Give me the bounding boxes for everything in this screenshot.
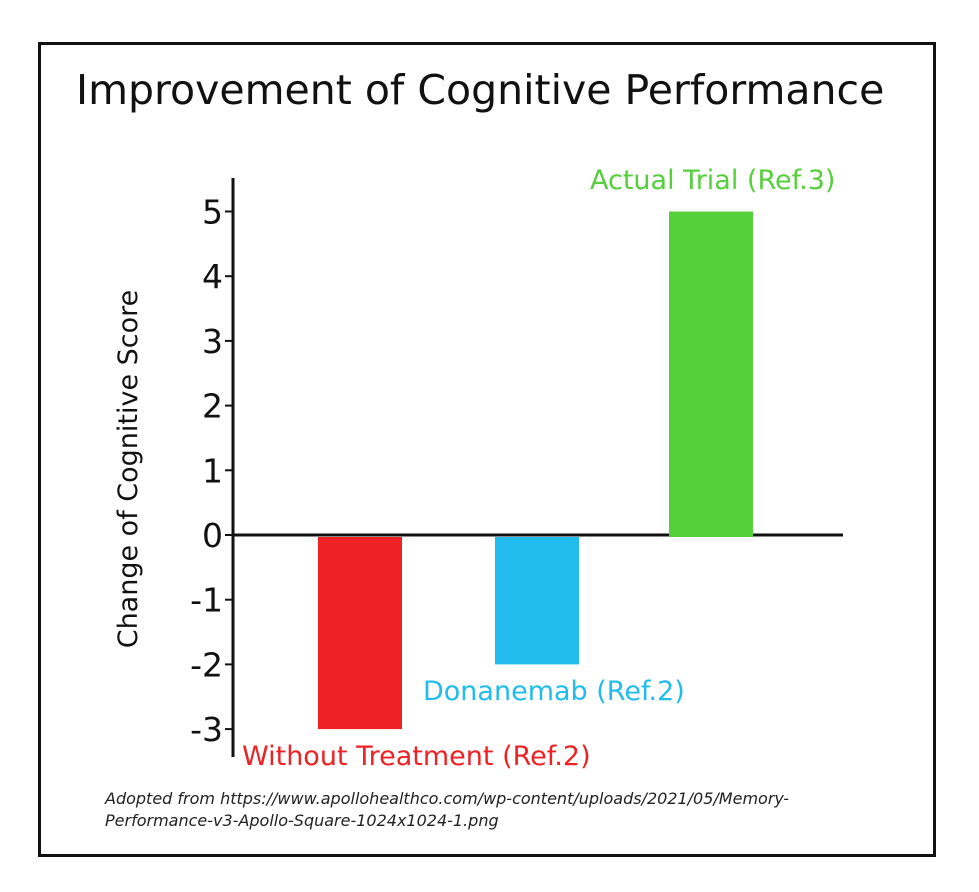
y-tick-label: 1 — [202, 451, 223, 490]
y-tick-label: -1 — [190, 581, 223, 620]
y-ticks: 5 4 3 2 1 0 -1 -2 -3 — [190, 193, 233, 749]
bar — [495, 537, 579, 665]
y-tick-label: 3 — [202, 322, 223, 361]
y-tick-label: 4 — [202, 257, 223, 296]
y-tick-label: -3 — [190, 710, 223, 749]
y-tick-label: 2 — [202, 387, 223, 426]
y-tick-label: 0 — [202, 516, 223, 555]
bar-category-label: Without Treatment (Ref.2) — [242, 741, 591, 772]
chart-frame — [38, 42, 936, 857]
chart-title: Improvement of Cognitive Performance — [76, 66, 884, 114]
bar — [669, 211, 753, 537]
bar-category-label: Actual Trial (Ref.3) — [590, 165, 835, 196]
y-tick-label: -2 — [190, 645, 223, 684]
source-note-line-2: Performance-v3-Apollo-Square-1024x1024-1… — [105, 811, 499, 830]
bar-category-label: Donanemab (Ref.2) — [423, 676, 685, 707]
bar — [318, 537, 402, 730]
source-note-line-1: Adopted from https://www.apollohealthco.… — [104, 789, 789, 808]
bars — [318, 211, 753, 730]
y-tick-label: 5 — [202, 193, 223, 232]
y-axis-label: Change of Cognitive Score — [113, 290, 144, 649]
bar-labels: Without Treatment (Ref.2) Donanemab (Ref.… — [242, 165, 835, 772]
